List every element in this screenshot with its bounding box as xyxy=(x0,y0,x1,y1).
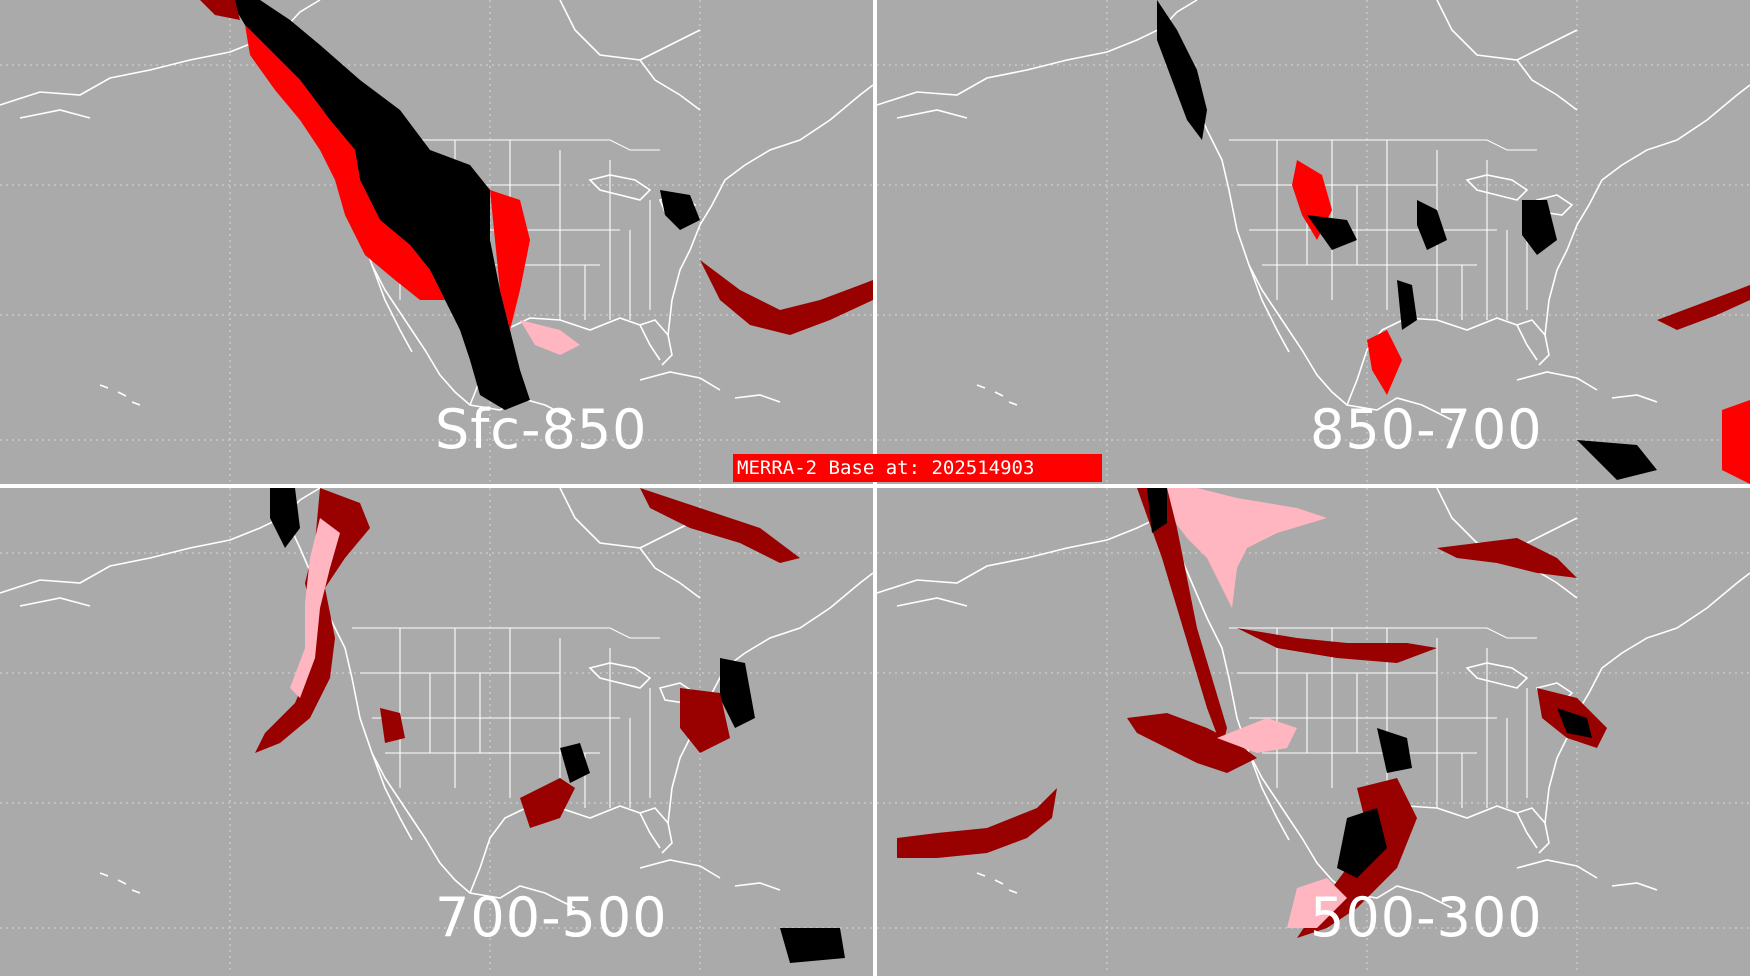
dark-red-field-canada xyxy=(640,488,800,563)
map-panel-700-500: 700-500 xyxy=(0,488,873,972)
map-canvas xyxy=(0,488,873,972)
panel-label: 700-500 xyxy=(435,886,668,949)
panel-label: 850-700 xyxy=(1310,398,1543,461)
black-field-louisiana xyxy=(560,743,590,783)
dark-red-field-plains-band xyxy=(1237,628,1437,663)
red-field-mexico xyxy=(1367,330,1402,395)
black-field-mid-atlantic xyxy=(720,658,755,728)
red-field-se-corner xyxy=(1722,400,1750,484)
vertical-divider xyxy=(873,0,877,976)
panel-label: Sfc-850 xyxy=(435,398,648,461)
black-field-gulf xyxy=(1337,808,1387,878)
dark-red-field-atlantic xyxy=(1657,285,1750,330)
black-field-northeast xyxy=(660,190,700,230)
pink-field-pacific-band xyxy=(290,518,340,698)
dark-red-field-west-coast xyxy=(1137,488,1227,748)
black-field-east xyxy=(1522,200,1557,255)
pink-field-central-america xyxy=(1287,878,1347,928)
red-field-plains xyxy=(490,190,530,330)
black-field-western-na xyxy=(230,0,530,410)
black-field-bc-coast xyxy=(270,488,300,548)
dark-red-field-pacific-swirl xyxy=(1127,713,1257,773)
dark-red-field-canada xyxy=(1437,538,1577,578)
map-canvas xyxy=(0,0,873,484)
dark-red-field-baja xyxy=(380,708,405,743)
base-time-label: MERRA-2 Base at: 202514903 xyxy=(733,454,1102,482)
black-field-pacific-nw xyxy=(1157,0,1207,140)
red-field-western-margin xyxy=(245,25,445,300)
dark-red-field-pacific-band xyxy=(255,488,370,753)
dark-red-field-north xyxy=(200,0,240,20)
black-field-midwest xyxy=(1417,200,1447,250)
pink-field-northwest xyxy=(1147,488,1327,608)
map-panel-sfc-850: Sfc-850 xyxy=(0,0,873,484)
black-field-bc xyxy=(1147,488,1167,533)
map-panel-850-700: 850-700 xyxy=(877,0,1750,484)
map-panel-500-300: 500-300 xyxy=(877,488,1750,972)
black-field-plains xyxy=(1307,215,1357,250)
black-field-caribbean xyxy=(1577,440,1657,480)
black-field-louisiana xyxy=(1377,728,1412,773)
black-field-northeast xyxy=(1557,708,1592,738)
map-canvas xyxy=(877,0,1750,484)
horizontal-divider xyxy=(0,484,1750,488)
dark-red-field-east xyxy=(680,688,730,753)
panel-label: 500-300 xyxy=(1310,886,1543,949)
dark-red-field-atlantic xyxy=(700,260,873,335)
dark-red-field-gulf xyxy=(520,778,575,828)
black-field-texas xyxy=(1397,280,1417,330)
dark-red-field-hawaii-band xyxy=(897,788,1057,858)
black-field-caribbean xyxy=(780,928,845,963)
pink-field-gulf xyxy=(520,320,580,355)
pink-field-swirl-core xyxy=(1217,718,1297,753)
map-canvas xyxy=(877,488,1750,972)
